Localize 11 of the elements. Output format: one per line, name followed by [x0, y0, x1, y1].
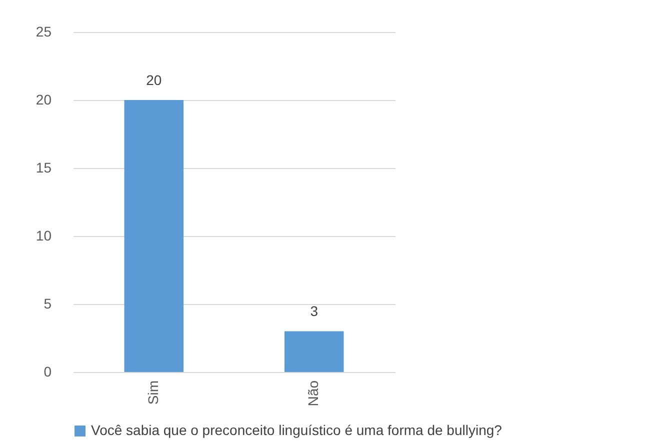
x-tick-label: Sim: [144, 380, 161, 405]
y-tick-label: 5: [44, 296, 52, 312]
x-tick-label: Não: [305, 380, 322, 406]
y-tick-label: 10: [36, 228, 52, 244]
y-tick-label: 25: [36, 24, 52, 40]
legend-label: Você sabia que o preconceito linguístico é uma forma de bullying?: [91, 422, 502, 438]
y-tick-label: 0: [44, 364, 52, 380]
y-tick-label: 15: [36, 160, 52, 176]
y-tick-label: 20: [36, 92, 52, 108]
data-label: 3: [310, 303, 318, 320]
data-label: 20: [146, 72, 162, 88]
